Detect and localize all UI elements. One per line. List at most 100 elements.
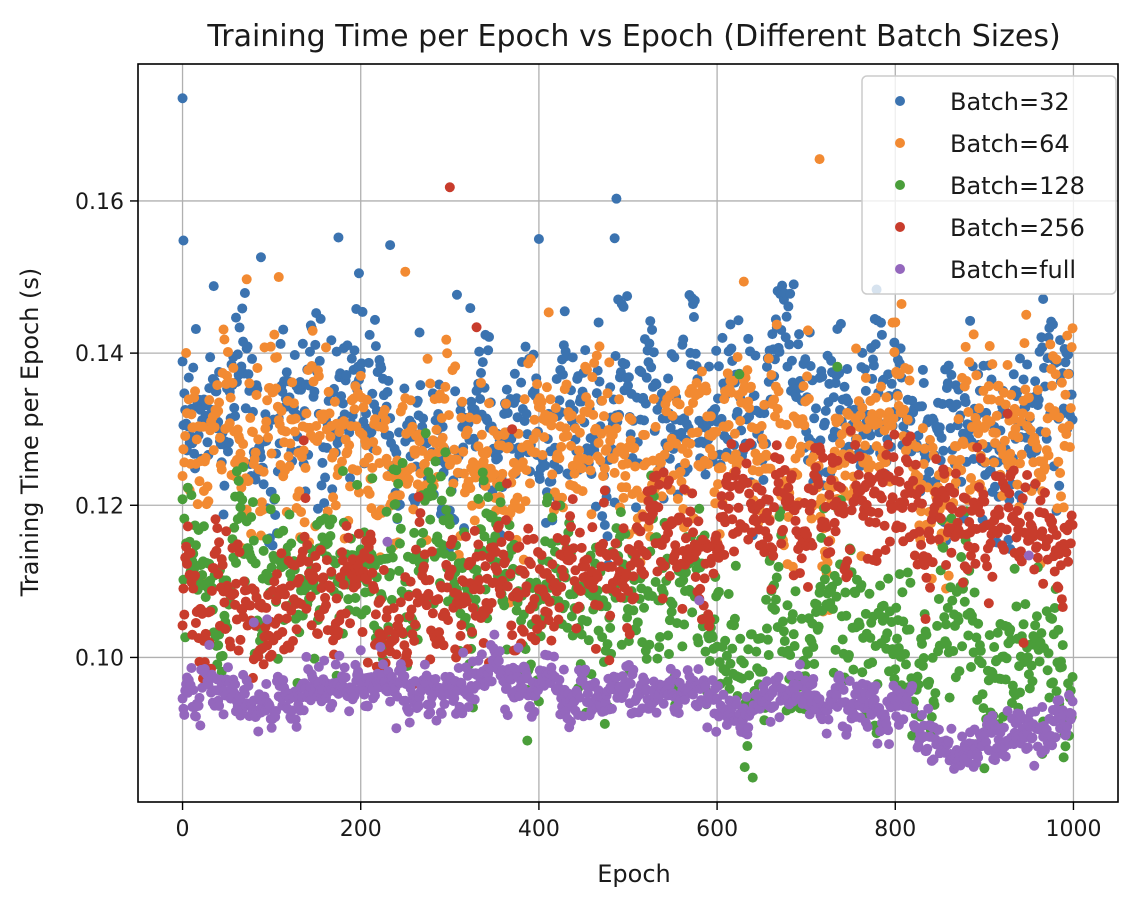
data-point xyxy=(247,427,258,438)
data-point xyxy=(198,521,209,532)
data-point xyxy=(725,658,736,669)
data-point xyxy=(693,637,704,648)
data-point xyxy=(192,499,203,510)
data-point xyxy=(1042,665,1053,676)
data-point xyxy=(805,361,816,372)
data-point xyxy=(830,526,841,537)
data-point xyxy=(827,603,838,614)
data-point xyxy=(897,587,908,598)
data-point xyxy=(375,595,386,606)
data-point xyxy=(839,381,850,392)
data-point-outlier xyxy=(273,272,284,283)
data-point xyxy=(340,608,351,619)
data-point xyxy=(465,303,476,314)
data-point xyxy=(694,503,705,514)
data-point xyxy=(786,355,797,366)
data-point xyxy=(867,657,878,668)
data-point xyxy=(484,331,495,342)
data-point xyxy=(1066,510,1077,521)
data-point xyxy=(500,515,511,526)
data-point xyxy=(903,364,914,375)
data-point xyxy=(1023,742,1034,753)
data-point xyxy=(851,343,862,354)
data-point xyxy=(478,475,489,486)
data-point xyxy=(430,456,441,467)
data-point xyxy=(927,652,938,663)
data-point xyxy=(990,428,1001,439)
data-point xyxy=(521,408,532,419)
data-point xyxy=(722,676,733,687)
data-point xyxy=(826,475,837,486)
data-point xyxy=(525,559,536,570)
data-point xyxy=(209,422,220,433)
data-point xyxy=(366,535,377,546)
data-point xyxy=(190,540,201,551)
data-points xyxy=(177,93,1078,783)
data-point xyxy=(693,664,704,675)
data-point xyxy=(914,526,925,537)
data-point xyxy=(1006,389,1017,400)
data-point xyxy=(521,581,532,592)
data-point xyxy=(245,600,256,611)
data-point xyxy=(482,446,493,457)
data-point xyxy=(605,610,616,621)
data-point xyxy=(479,531,490,542)
data-point xyxy=(258,545,269,556)
data-point xyxy=(457,396,468,407)
data-point xyxy=(815,581,826,592)
data-point-outlier xyxy=(507,424,518,435)
data-point xyxy=(440,447,451,458)
data-point xyxy=(346,353,357,364)
data-point xyxy=(415,468,426,479)
data-point xyxy=(1053,582,1064,593)
data-point xyxy=(970,558,981,569)
data-point xyxy=(724,491,735,502)
data-point xyxy=(316,480,327,491)
data-point xyxy=(248,535,259,546)
data-point xyxy=(290,413,301,424)
data-point xyxy=(261,602,272,613)
data-point xyxy=(773,671,784,682)
data-point xyxy=(743,722,754,733)
data-point xyxy=(1022,469,1033,480)
data-point xyxy=(820,405,831,416)
data-point xyxy=(1019,338,1030,349)
data-point xyxy=(370,609,381,620)
data-point xyxy=(1010,423,1021,434)
data-point xyxy=(1011,601,1022,612)
data-point xyxy=(1063,369,1074,380)
data-point xyxy=(1064,442,1075,453)
data-point xyxy=(629,442,640,453)
data-point xyxy=(403,474,414,485)
data-point xyxy=(1043,648,1054,659)
data-point xyxy=(218,709,229,720)
data-point xyxy=(357,627,368,638)
data-point xyxy=(1053,456,1064,467)
data-point xyxy=(218,324,229,335)
data-point xyxy=(483,345,494,356)
data-point xyxy=(889,429,900,440)
data-point xyxy=(896,522,907,533)
data-point xyxy=(278,324,289,335)
data-point xyxy=(494,646,505,657)
data-point xyxy=(519,568,530,579)
data-point xyxy=(473,539,484,550)
data-point xyxy=(369,584,380,595)
data-point xyxy=(862,721,873,732)
data-point xyxy=(450,644,461,655)
data-point xyxy=(337,555,348,566)
data-point xyxy=(1061,429,1072,440)
data-point xyxy=(445,486,456,497)
data-point xyxy=(341,520,352,531)
data-point xyxy=(917,401,927,412)
data-point xyxy=(424,574,435,585)
data-point xyxy=(425,378,436,389)
data-point xyxy=(276,548,287,559)
data-point xyxy=(358,402,369,413)
data-point xyxy=(320,342,331,353)
data-point xyxy=(941,639,952,650)
data-point xyxy=(314,611,325,622)
data-point xyxy=(1033,394,1044,405)
data-point xyxy=(774,712,785,723)
data-point xyxy=(219,597,230,608)
